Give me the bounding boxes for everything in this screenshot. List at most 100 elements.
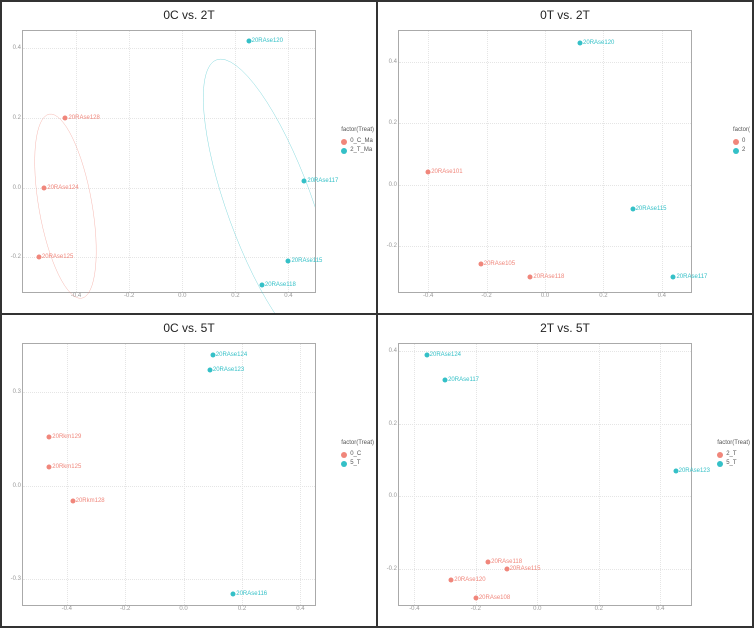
legend-label: 2_T bbox=[726, 450, 736, 459]
legend-swatch bbox=[717, 452, 723, 458]
plot-area: -0.30.00.3-0.4-0.20.00.20.420RAse12420RA… bbox=[22, 343, 316, 606]
x-tick: -0.4 bbox=[62, 606, 72, 612]
data-point bbox=[486, 559, 491, 564]
data-point bbox=[70, 498, 75, 503]
data-point bbox=[259, 283, 264, 288]
legend-swatch bbox=[341, 452, 347, 458]
y-tick: 0.0 bbox=[389, 493, 397, 499]
x-tick: 0.0 bbox=[533, 606, 541, 612]
data-point bbox=[42, 185, 47, 190]
legend-item: 0_C bbox=[341, 450, 374, 459]
ellipse-layer bbox=[23, 31, 315, 314]
point-label: 20RAse105 bbox=[484, 261, 515, 267]
legend-title: factor(Treat) bbox=[341, 126, 374, 135]
x-tick: -0.4 bbox=[423, 293, 433, 299]
x-tick: -0.2 bbox=[471, 606, 481, 612]
point-label: 20RAse117 bbox=[307, 178, 338, 184]
x-tick: 0.2 bbox=[238, 606, 246, 612]
legend: factor(02 bbox=[733, 126, 750, 155]
data-point bbox=[207, 368, 212, 373]
legend-item: 2_T_Ma bbox=[341, 146, 374, 155]
point-label: 20RAse117 bbox=[676, 274, 707, 280]
legend-item: 5_T bbox=[717, 459, 750, 468]
data-point bbox=[302, 178, 307, 183]
y-tick: 0.2 bbox=[13, 115, 21, 121]
point-label: 20RAse117 bbox=[448, 377, 479, 383]
x-tick: 0.2 bbox=[599, 293, 607, 299]
point-label: 20RAse124 bbox=[47, 185, 78, 191]
x-tick: -0.4 bbox=[409, 606, 419, 612]
legend: factor(Treat) 2_T5_T bbox=[717, 439, 750, 468]
legend-label: 2_T_Ma bbox=[350, 146, 372, 155]
y-tick: 0.3 bbox=[13, 389, 21, 395]
data-point bbox=[47, 435, 52, 440]
legend-title: factor(Treat) bbox=[717, 439, 750, 448]
data-point bbox=[449, 577, 454, 582]
legend-swatch bbox=[733, 148, 739, 154]
y-tick: 0.0 bbox=[389, 182, 397, 188]
point-label: 20RAse108 bbox=[479, 595, 510, 601]
chart-grid: 0C vs. 2Tfactor(Treat)0_C_Ma2_T_Ma-0.20.… bbox=[0, 0, 754, 628]
legend-item: 0_C_Ma bbox=[341, 137, 374, 146]
legend-label: 0_C_Ma bbox=[350, 137, 373, 146]
plot-area: -0.20.00.20.4-0.4-0.20.00.20.420RAse1282… bbox=[22, 30, 316, 293]
y-tick: 0.0 bbox=[13, 483, 21, 489]
data-point bbox=[424, 352, 429, 357]
data-point bbox=[47, 465, 52, 470]
y-tick: 0.2 bbox=[389, 421, 397, 427]
point-label: 20RAse123 bbox=[213, 367, 244, 373]
point-label: 20RAse115 bbox=[510, 566, 541, 572]
point-label: 20RAse118 bbox=[533, 274, 564, 280]
point-label: 20RAse123 bbox=[679, 468, 710, 474]
x-tick: 0.0 bbox=[541, 293, 549, 299]
panel-title: 0T vs. 2T bbox=[378, 2, 752, 24]
x-tick: -0.2 bbox=[481, 293, 491, 299]
point-label: 20Rkm128 bbox=[76, 498, 105, 504]
panel-p2: 0C vs. 5Tfactor(Treat)0_C5_T-0.30.00.3-0… bbox=[1, 314, 377, 627]
data-point bbox=[246, 39, 251, 44]
x-tick: 0.0 bbox=[179, 606, 187, 612]
point-label: 20RAse120 bbox=[454, 577, 485, 583]
data-point bbox=[478, 262, 483, 267]
data-point bbox=[231, 591, 236, 596]
y-tick: 0.4 bbox=[13, 45, 21, 51]
x-tick: 0.4 bbox=[296, 606, 304, 612]
point-label: 20Rkm125 bbox=[52, 464, 81, 470]
x-tick: 0.4 bbox=[658, 293, 666, 299]
y-tick: 0.4 bbox=[389, 59, 397, 65]
point-label: 20RAse118 bbox=[491, 559, 522, 565]
legend-swatch bbox=[717, 461, 723, 467]
panel-title: 0C vs. 5T bbox=[2, 315, 376, 337]
panel-title: 2T vs. 5T bbox=[378, 315, 752, 337]
point-label: 20RAse125 bbox=[42, 254, 73, 260]
point-label: 20RAse124 bbox=[430, 352, 461, 358]
panel-title: 0C vs. 2T bbox=[2, 2, 376, 24]
data-point bbox=[671, 274, 676, 279]
x-tick: -0.4 bbox=[71, 293, 81, 299]
panel-p0: 0C vs. 2T factor(Treat) 0_C_Ma2_T_Ma -0.20.… bbox=[1, 1, 377, 314]
point-label: 20RAse124 bbox=[216, 352, 247, 358]
plot-area: -0.20.00.20.4-0.4-0.20.00.20.420RAse1242… bbox=[398, 343, 692, 606]
point-label: 20RAse115 bbox=[636, 206, 667, 212]
data-point bbox=[426, 170, 431, 175]
y-tick: -0.2 bbox=[387, 566, 397, 572]
legend-item: 0 bbox=[733, 137, 750, 146]
point-label: 20RAse120 bbox=[252, 38, 283, 44]
panel-p1: 0T vs. 2Tfactor(02-0.20.00.20.4-0.4-0.20… bbox=[377, 1, 753, 314]
x-tick: -0.2 bbox=[120, 606, 130, 612]
data-point bbox=[578, 41, 583, 46]
legend-label: 0 bbox=[742, 137, 745, 146]
data-point bbox=[528, 274, 533, 279]
legend-label: 5_T bbox=[726, 459, 736, 468]
legend-swatch bbox=[341, 148, 347, 154]
point-label: 20RAse118 bbox=[265, 282, 296, 288]
point-label: 20RAse115 bbox=[291, 258, 322, 264]
legend-swatch bbox=[341, 139, 347, 145]
legend-title: factor(Treat) bbox=[341, 439, 374, 448]
data-point bbox=[210, 353, 215, 358]
x-tick: 0.4 bbox=[656, 606, 664, 612]
data-point bbox=[63, 116, 68, 121]
y-tick: -0.3 bbox=[11, 576, 21, 582]
legend-item: 2 bbox=[733, 146, 750, 155]
legend-item: 2_T bbox=[717, 450, 750, 459]
